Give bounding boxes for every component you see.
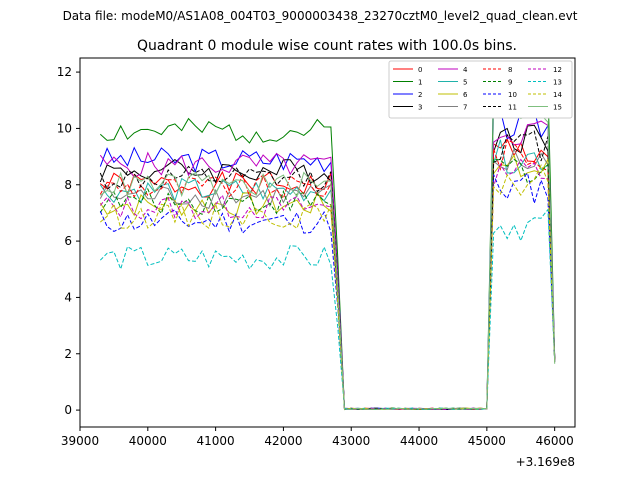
- y-tick-label: 4: [64, 290, 72, 304]
- x-tick-label: 42000: [264, 434, 302, 448]
- legend-label-1: 1: [418, 79, 422, 87]
- legend-label-7: 7: [463, 104, 467, 112]
- legend-label-12: 12: [553, 66, 562, 74]
- legend-label-8: 8: [508, 66, 512, 74]
- series-line-15: [100, 96, 556, 410]
- y-tick-label: 8: [64, 178, 72, 192]
- series-layer: [99, 82, 556, 411]
- x-offset-label: +3.169e8: [516, 455, 575, 469]
- series-line-9: [99, 158, 556, 410]
- x-tick-label: 44000: [400, 434, 438, 448]
- legend-label-6: 6: [463, 91, 468, 99]
- legend-frame: [388, 60, 573, 119]
- legend-label-13: 13: [553, 79, 562, 87]
- x-tick-label: 45000: [468, 434, 506, 448]
- legend-label-15: 15: [553, 104, 562, 112]
- x-axis: 39000 40000 41000 42000 43000 44000 45000 46000: [61, 427, 574, 448]
- x-tick-label: 39000: [61, 434, 99, 448]
- x-tick-label: 40000: [129, 434, 167, 448]
- legend-label-4: 4: [463, 66, 468, 74]
- legend-label-2: 2: [418, 91, 422, 99]
- legend-label-5: 5: [463, 79, 467, 87]
- y-tick-label: 2: [64, 347, 72, 361]
- plot-area-frame: [79, 57, 576, 428]
- legend-label-14: 14: [553, 91, 562, 99]
- x-tick-label: 46000: [536, 434, 574, 448]
- x-tick-label: 41000: [197, 434, 235, 448]
- x-tick-label: 43000: [332, 434, 370, 448]
- legend-label-0: 0: [418, 66, 422, 74]
- y-tick-label: 10: [57, 121, 72, 135]
- legend-label-11: 11: [508, 104, 517, 112]
- legend-label-10: 10: [508, 91, 517, 99]
- chart-title: Quadrant 0 module wise count rates with …: [137, 38, 517, 54]
- series-line-12: [99, 158, 556, 411]
- series-line-13: [99, 208, 556, 411]
- y-tick-label: 6: [64, 234, 72, 248]
- y-tick-label: 12: [57, 65, 72, 79]
- legend-label-9: 9: [508, 79, 512, 87]
- y-axis: 0 2 4 6 8 10 12: [57, 65, 80, 417]
- series-line-10: [99, 172, 556, 410]
- y-tick-label: 0: [64, 403, 72, 417]
- legend-label-3: 3: [418, 104, 422, 112]
- chart-suptitle: Data file: modeM0/AS1A08_004T03_90000034…: [63, 9, 578, 23]
